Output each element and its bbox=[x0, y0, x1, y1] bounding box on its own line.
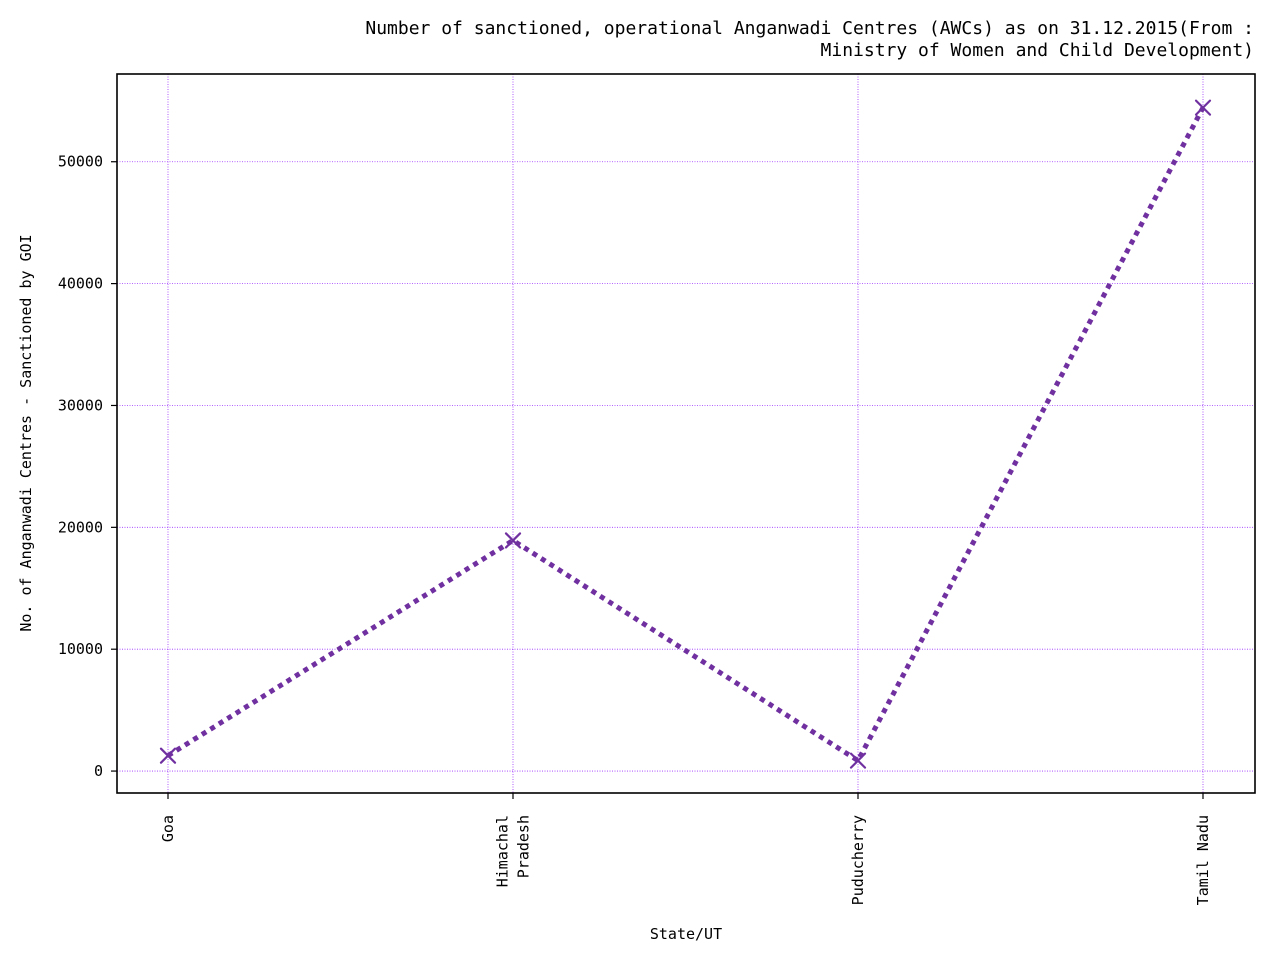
data-point-3 bbox=[1194, 99, 1212, 116]
plot-frame bbox=[116, 73, 1256, 794]
data-point-2 bbox=[849, 752, 867, 769]
y-tick-label-4: 40000 bbox=[58, 275, 103, 293]
x-tick-label-line-1-1: Pradesh bbox=[515, 815, 533, 878]
y-tick-label-3: 30000 bbox=[58, 396, 103, 414]
data-point-stroke-b-2 bbox=[849, 752, 867, 769]
x-tick-label-0: Goa bbox=[159, 815, 177, 842]
y-tick-label-2: 20000 bbox=[58, 518, 103, 536]
chart-title-line-1: Number of sanctioned, operational Anganw… bbox=[365, 18, 1254, 39]
data-point-1 bbox=[504, 532, 522, 549]
x-tick-label-line-0-0: Goa bbox=[159, 815, 177, 842]
y-tick-label-1: 10000 bbox=[58, 640, 103, 658]
x-tick-label-1: Himachal Pradesh bbox=[494, 815, 533, 887]
data-point-stroke-b-3 bbox=[1194, 99, 1212, 116]
tick-labels: 0 10000 20000 30000 40000 50000 Goa Himachal Pra… bbox=[58, 153, 1212, 906]
y-tick-label-5: 50000 bbox=[58, 153, 103, 171]
chart-title: Number of sanctioned, operational Anganw… bbox=[365, 18, 1254, 61]
x-tick-label-line-1-0: Himachal bbox=[494, 815, 512, 887]
chart-title-line-2: Ministry of Women and Child Development) bbox=[821, 40, 1254, 61]
data-point-0 bbox=[159, 747, 177, 764]
y-tick-label-0: 0 bbox=[94, 762, 103, 780]
x-tick-label-line-2-0: Puducherry bbox=[849, 815, 867, 905]
x-axis-label: State/UT bbox=[650, 925, 722, 943]
data-series bbox=[159, 99, 1212, 769]
data-point-stroke-b-1 bbox=[504, 532, 522, 549]
x-tick-label-3: Tamil Nadu bbox=[1194, 815, 1212, 905]
axes bbox=[111, 73, 1256, 799]
x-tick-label-2: Puducherry bbox=[849, 815, 867, 905]
y-axis-label: No. of Anganwadi Centres - Sanctioned by… bbox=[17, 234, 35, 631]
x-tick-label-line-3-0: Tamil Nadu bbox=[1194, 815, 1212, 905]
data-point-stroke-b-0 bbox=[159, 747, 177, 764]
grid-lines bbox=[117, 74, 1255, 793]
series-line-0 bbox=[166, 106, 1206, 764]
